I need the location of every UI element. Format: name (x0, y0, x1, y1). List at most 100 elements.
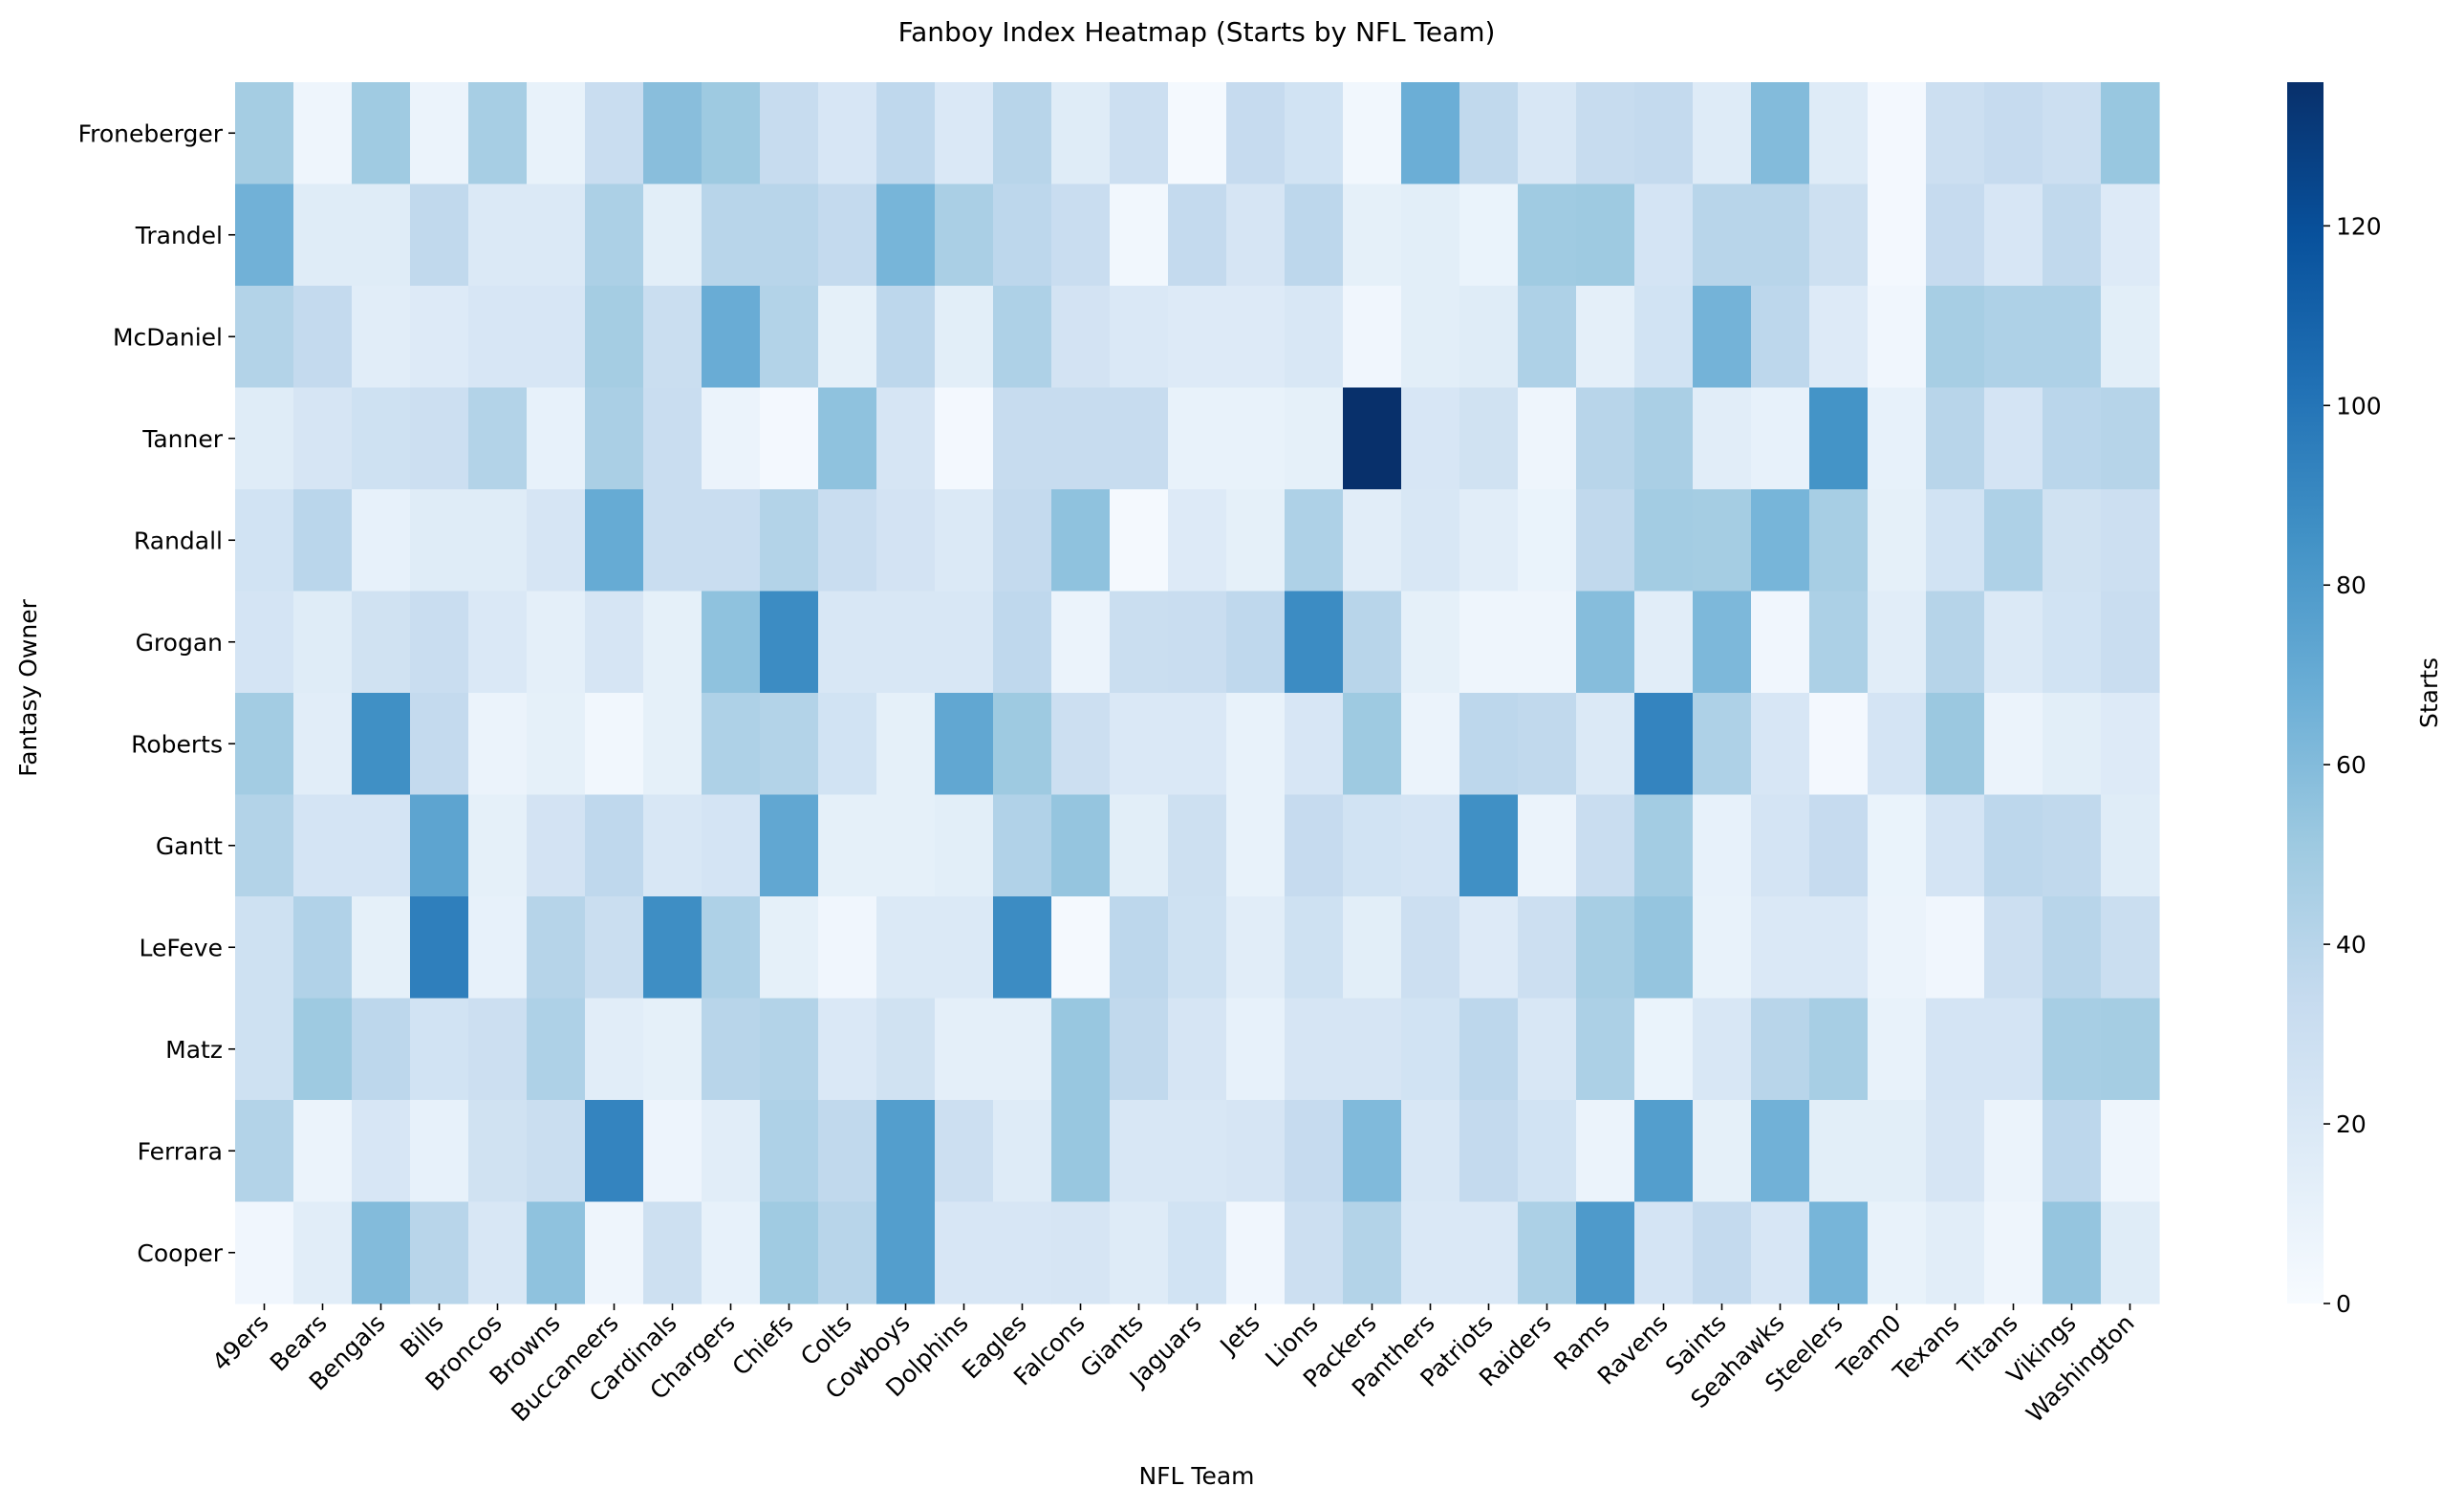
heatmap-cell (1401, 693, 1460, 796)
heatmap-cell (935, 183, 994, 287)
heatmap-cell (410, 489, 469, 592)
heatmap-cell (876, 896, 936, 1000)
heatmap-cell (1343, 1201, 1402, 1304)
heatmap-cell (410, 998, 469, 1101)
heatmap-cell (1518, 286, 1577, 389)
heatmap-cell (293, 1201, 353, 1304)
heatmap-cell (1285, 286, 1344, 389)
heatmap-cells (235, 82, 2160, 1304)
heatmap-cell (1459, 1100, 1519, 1203)
heatmap-cell (1518, 794, 1577, 897)
heatmap-cell (760, 1100, 819, 1203)
heatmap-cell (1110, 183, 1169, 287)
heatmap-cell (702, 693, 761, 796)
heatmap-cell (468, 998, 528, 1101)
heatmap-cell (702, 489, 761, 592)
heatmap-cell (702, 286, 761, 389)
heatmap-cell (1401, 286, 1460, 389)
heatmap-cell (352, 82, 411, 185)
heatmap-cell (2101, 387, 2160, 490)
heatmap-cell (1926, 489, 1985, 592)
heatmap-cell (1751, 896, 1810, 1000)
heatmap-cell (1168, 489, 1227, 592)
heatmap-cell (818, 794, 877, 897)
heatmap-cell (702, 998, 761, 1101)
heatmap-cell (1401, 387, 1460, 490)
heatmap-cell (1693, 693, 1752, 796)
heatmap-cell (1751, 998, 1810, 1101)
y-tick-label: LeFeve (140, 934, 223, 961)
heatmap-cell (1401, 1100, 1460, 1203)
y-tick-label: McDaniel (113, 323, 223, 351)
heatmap-cell (1343, 896, 1402, 1000)
heatmap-cell (1868, 183, 1927, 287)
heatmap-cell (1868, 693, 1927, 796)
heatmap-cell (1751, 183, 1810, 287)
heatmap-cell (1809, 387, 1869, 490)
heatmap-cell (527, 693, 586, 796)
heatmap-cell (585, 693, 644, 796)
heatmap-cell (760, 387, 819, 490)
heatmap-cell (1401, 896, 1460, 1000)
heatmap-cell (876, 1201, 936, 1304)
heatmap-cell (1926, 82, 1985, 185)
heatmap-cell (1051, 1201, 1111, 1304)
heatmap-cell (1110, 489, 1169, 592)
heatmap-cell (818, 82, 877, 185)
heatmap-cell (1226, 387, 1286, 490)
heatmap-cell (527, 183, 586, 287)
heatmap-cell (1926, 794, 1985, 897)
heatmap-cell (352, 286, 411, 389)
heatmap-cell (643, 693, 702, 796)
heatmap-cell (993, 896, 1052, 1000)
colorbar-tick-label: 20 (2336, 1110, 2367, 1138)
heatmap-cell (1110, 1100, 1169, 1203)
heatmap-cell (876, 387, 936, 490)
heatmap-cell (2043, 82, 2102, 185)
heatmap-cell (1984, 896, 2043, 1000)
heatmap-cell (585, 794, 644, 897)
heatmap-cell (1984, 1201, 2043, 1304)
heatmap-cell (1693, 489, 1752, 592)
heatmap-cell (1401, 82, 1460, 185)
heatmap-cell (1226, 591, 1286, 694)
heatmap-cell (2043, 387, 2102, 490)
colorbar-tick-label: 120 (2336, 212, 2382, 240)
heatmap-cell (1459, 286, 1519, 389)
heatmap-cell (1693, 1201, 1752, 1304)
heatmap-cell (702, 1201, 761, 1304)
heatmap-cell (1226, 896, 1286, 1000)
heatmap-cell (1051, 82, 1111, 185)
y-tick-label: Matz (165, 1036, 223, 1064)
heatmap-cell (1693, 286, 1752, 389)
heatmap-cell (352, 387, 411, 490)
heatmap-cell (585, 183, 644, 287)
heatmap-cell (468, 794, 528, 897)
heatmap-cell (2101, 794, 2160, 897)
heatmap-cell (1226, 183, 1286, 287)
colorbar-tick-label: 80 (2336, 571, 2367, 599)
heatmap-cell (1809, 794, 1869, 897)
heatmap-cell (410, 896, 469, 1000)
colorbar-tick-label: 60 (2336, 751, 2367, 779)
heatmap-cell (1984, 183, 2043, 287)
heatmap-cell (1051, 591, 1111, 694)
heatmap-cell (1751, 387, 1810, 490)
y-tick-label: Randall (134, 527, 223, 554)
heatmap-cell (1285, 387, 1344, 490)
heatmap-cell (352, 183, 411, 287)
heatmap-cell (818, 896, 877, 1000)
heatmap-cell (1051, 794, 1111, 897)
heatmap-cell (643, 82, 702, 185)
heatmap-cell (1634, 998, 1694, 1101)
heatmap-cell (1984, 1100, 2043, 1203)
heatmap-cell (1285, 896, 1344, 1000)
heatmap-cell (876, 1100, 936, 1203)
heatmap-cell (527, 387, 586, 490)
heatmap-cell (2043, 183, 2102, 287)
heatmap-cell (1518, 693, 1577, 796)
heatmap-cell (1401, 794, 1460, 897)
heatmap-cell (235, 387, 294, 490)
heatmap-cell (1285, 82, 1344, 185)
heatmap-cell (935, 794, 994, 897)
